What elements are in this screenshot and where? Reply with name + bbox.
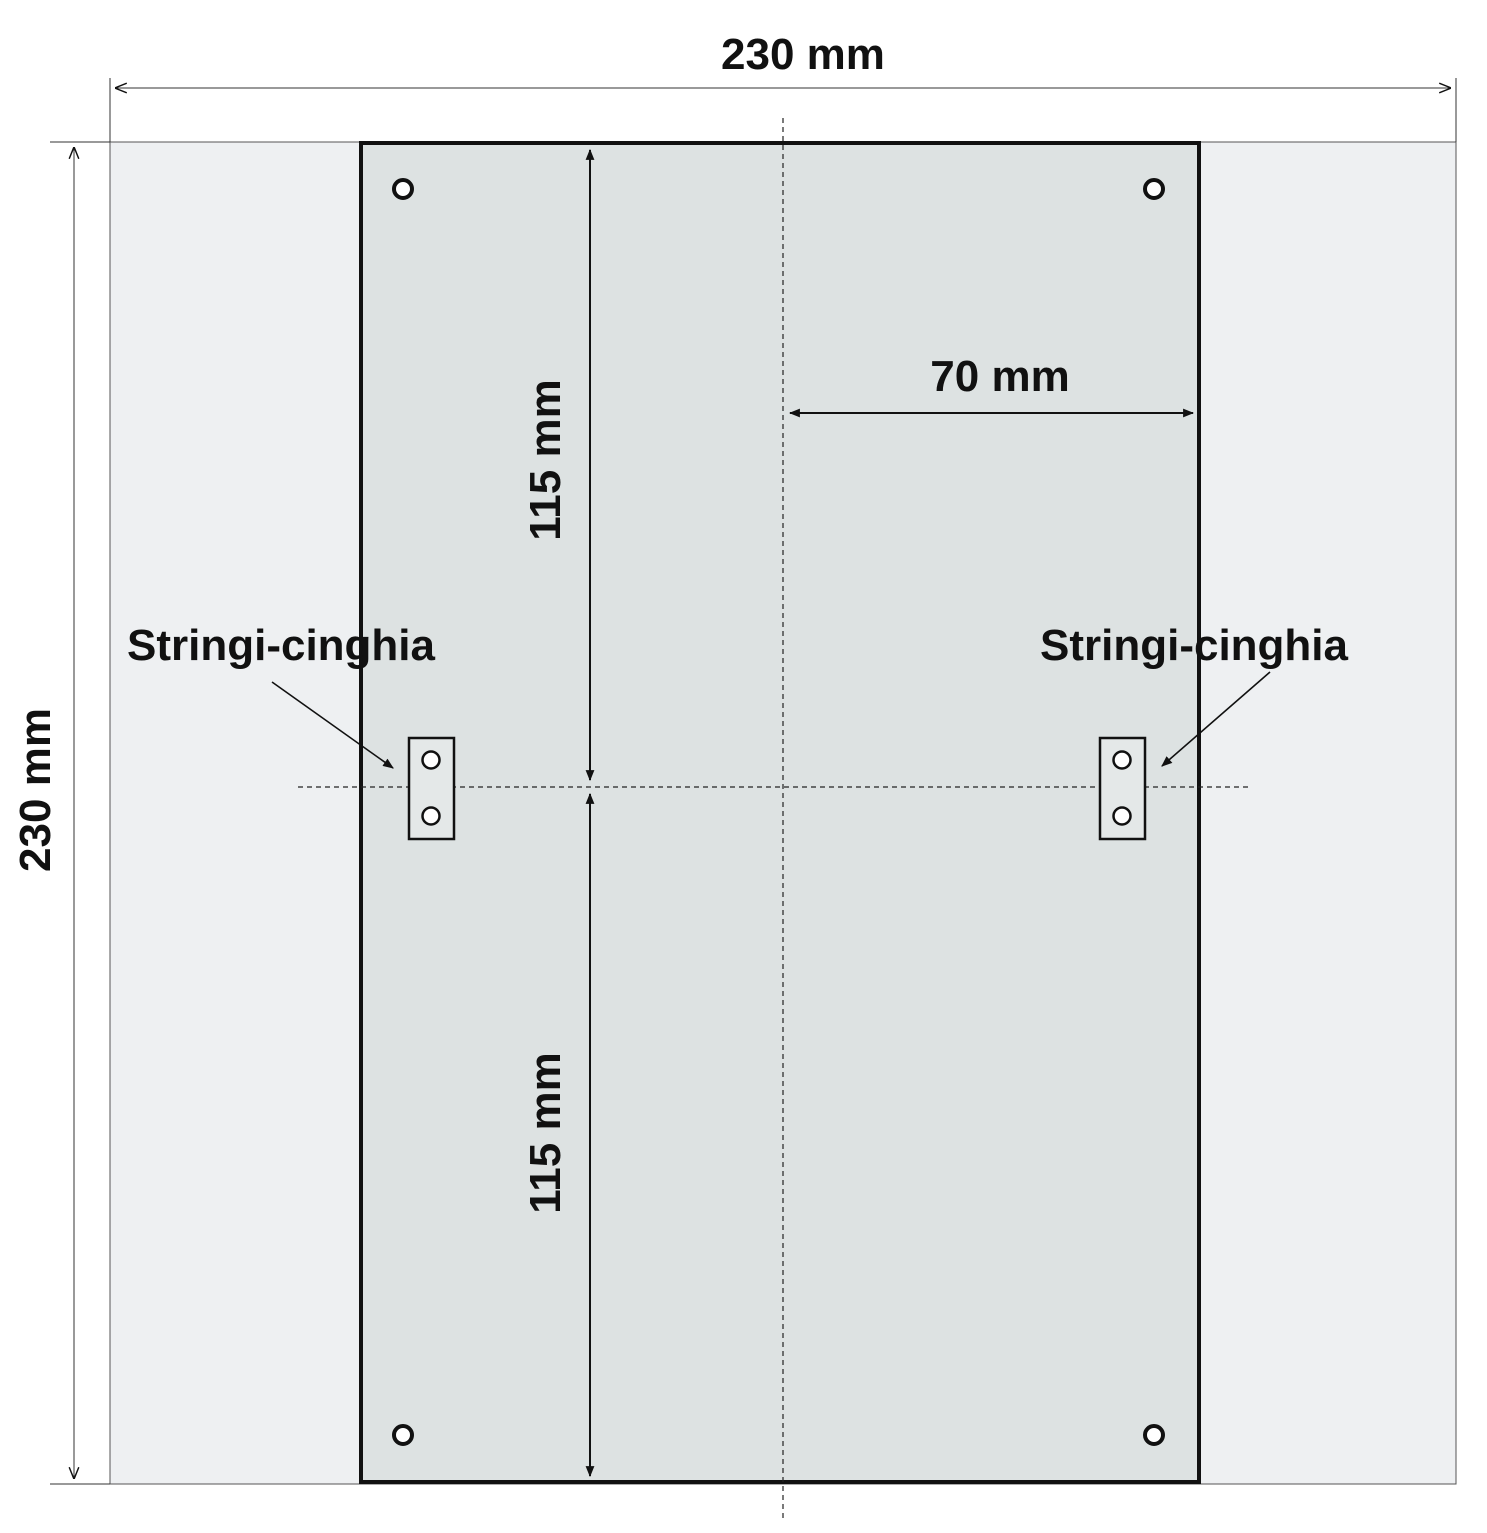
leader-arrow-right [1161, 671, 1271, 767]
strap-clamp-left [407, 736, 456, 841]
label-upper-half: 115 mm [521, 379, 570, 540]
label-total-width: 230 mm [721, 30, 885, 79]
label-half-width: 70 mm [930, 352, 1069, 401]
mounting-hole-bottom-right [1143, 1424, 1165, 1446]
label-strap-left: Stringi-cinghia [127, 621, 436, 670]
leader-arrow-left [271, 681, 394, 769]
plate [359, 141, 1201, 1484]
label-total-height: 230 mm [11, 708, 60, 872]
label-lower-half: 115 mm [521, 1052, 570, 1213]
mounting-hole-top-right [1143, 178, 1165, 200]
mounting-hole-top-left [392, 178, 414, 200]
strap-clamp-right [1098, 736, 1147, 841]
label-strap-right: Stringi-cinghia [1040, 621, 1349, 670]
mounting-hole-bottom-left [392, 1424, 414, 1446]
